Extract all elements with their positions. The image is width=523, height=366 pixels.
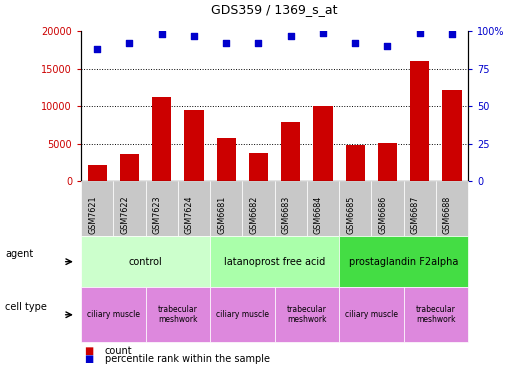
Point — [222, 40, 230, 46]
Text: GSM6684: GSM6684 — [314, 196, 323, 234]
Text: GSM6682: GSM6682 — [249, 196, 258, 234]
Text: GSM6687: GSM6687 — [411, 196, 419, 234]
Point — [319, 30, 327, 36]
Text: GDS359 / 1369_s_at: GDS359 / 1369_s_at — [211, 3, 338, 16]
Text: count: count — [105, 346, 132, 356]
Point — [125, 40, 133, 46]
Text: trabecular
meshwork: trabecular meshwork — [416, 305, 456, 325]
Bar — [249, 153, 268, 181]
Point — [383, 43, 392, 49]
Bar — [442, 90, 462, 181]
Point — [448, 31, 456, 37]
Text: GSM6685: GSM6685 — [346, 196, 355, 234]
Text: ciliary muscle: ciliary muscle — [216, 310, 269, 319]
Bar — [378, 143, 397, 181]
Text: percentile rank within the sample: percentile rank within the sample — [105, 354, 269, 364]
Point — [93, 46, 101, 52]
Point — [351, 40, 359, 46]
Text: trabecular
meshwork: trabecular meshwork — [158, 305, 198, 325]
Text: GSM7622: GSM7622 — [120, 195, 129, 234]
Bar — [87, 165, 107, 181]
Bar — [184, 110, 203, 181]
Text: GSM6688: GSM6688 — [443, 196, 452, 234]
Text: trabecular
meshwork: trabecular meshwork — [287, 305, 327, 325]
Bar — [410, 61, 429, 181]
Point — [415, 30, 424, 36]
Text: GSM7623: GSM7623 — [153, 196, 162, 234]
Text: latanoprost free acid: latanoprost free acid — [224, 257, 325, 267]
Text: GSM7621: GSM7621 — [88, 196, 97, 234]
Text: prostaglandin F2alpha: prostaglandin F2alpha — [349, 257, 458, 267]
Point — [157, 31, 166, 37]
Text: ■: ■ — [84, 354, 93, 364]
Text: ■: ■ — [84, 346, 93, 356]
Text: control: control — [129, 257, 163, 267]
Bar — [217, 138, 236, 181]
Point — [190, 33, 198, 38]
Point — [287, 33, 295, 38]
Text: agent: agent — [5, 249, 33, 259]
Bar — [120, 154, 139, 181]
Text: GSM6683: GSM6683 — [282, 196, 291, 234]
Bar — [346, 145, 365, 181]
Text: ciliary muscle: ciliary muscle — [345, 310, 398, 319]
Bar — [152, 97, 172, 181]
Text: GSM6686: GSM6686 — [379, 196, 388, 234]
Text: GSM7624: GSM7624 — [185, 196, 194, 234]
Point — [254, 40, 263, 46]
Bar — [281, 122, 300, 181]
Text: GSM6681: GSM6681 — [217, 196, 226, 234]
Text: ciliary muscle: ciliary muscle — [87, 310, 140, 319]
Text: cell type: cell type — [5, 302, 47, 313]
Bar — [313, 106, 333, 181]
